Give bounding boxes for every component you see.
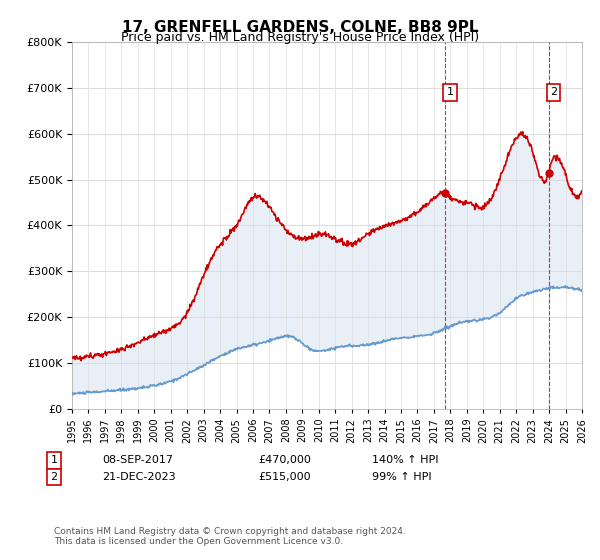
Text: Contains HM Land Registry data © Crown copyright and database right 2024.
This d: Contains HM Land Registry data © Crown c… (54, 526, 406, 546)
Text: 21-DEC-2023: 21-DEC-2023 (102, 472, 176, 482)
Text: 140% ↑ HPI: 140% ↑ HPI (372, 455, 439, 465)
Text: 1: 1 (50, 455, 58, 465)
Text: 08-SEP-2017: 08-SEP-2017 (102, 455, 173, 465)
Text: 17, GRENFELL GARDENS, COLNE, BB8 9PL: 17, GRENFELL GARDENS, COLNE, BB8 9PL (122, 20, 478, 35)
Text: £470,000: £470,000 (258, 455, 311, 465)
Text: 1: 1 (447, 87, 454, 97)
Text: 2: 2 (50, 472, 58, 482)
Text: 99% ↑ HPI: 99% ↑ HPI (372, 472, 431, 482)
Text: £515,000: £515,000 (258, 472, 311, 482)
Text: 2: 2 (550, 87, 557, 97)
Text: Price paid vs. HM Land Registry's House Price Index (HPI): Price paid vs. HM Land Registry's House … (121, 31, 479, 44)
